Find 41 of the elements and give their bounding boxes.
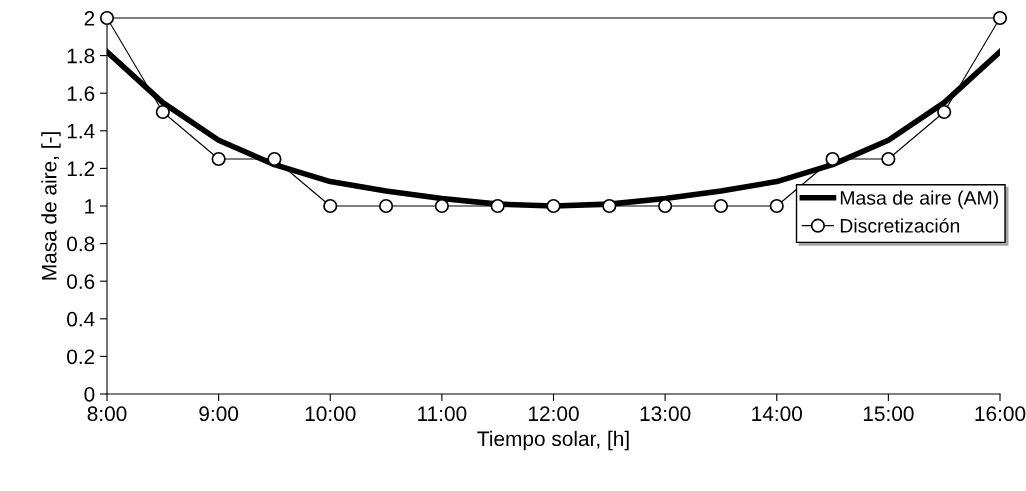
y-tick-label: 1.2: [67, 161, 95, 176]
point: [658, 198, 673, 214]
point: [155, 104, 170, 120]
legend-label: Masa de aire (AM): [840, 190, 999, 209]
x-tick-label: 10:00: [305, 406, 356, 422]
x-tick-label: 16:00: [975, 406, 1026, 422]
x-tick-label: 13:00: [640, 406, 691, 422]
x-tick-label: 15:00: [863, 406, 914, 422]
point: [434, 198, 449, 214]
x-tick-label: 9:00: [199, 406, 239, 422]
point: [211, 151, 226, 167]
x-tick-label: 11:00: [418, 406, 467, 422]
y-tick-label: 0.4: [67, 311, 95, 327]
point: [323, 198, 338, 214]
y-tick-label: 2: [84, 11, 95, 26]
point: [769, 198, 784, 214]
point: [378, 198, 394, 214]
x-tick-label: 12:00: [529, 406, 579, 422]
y-tick-label: 0: [84, 387, 95, 402]
point: [825, 151, 840, 167]
y-axis-title: Masa de aire, [-]: [41, 132, 61, 280]
y-tick-label: 1.8: [67, 48, 95, 64]
y-tick-label: 0.8: [67, 236, 95, 252]
y-tick-label: 1.4: [67, 124, 95, 139]
point: [99, 10, 115, 26]
point: [992, 10, 1008, 26]
point: [602, 198, 617, 214]
point: [490, 198, 505, 214]
point: [546, 198, 561, 214]
x-tick-label: 14:00: [752, 406, 802, 422]
x-axis-title: Tiempo solar, [h]: [477, 430, 629, 451]
point: [881, 151, 896, 167]
y-tick-label: 1: [85, 199, 95, 214]
x-tick-label: 8:00: [87, 406, 127, 422]
point: [267, 151, 282, 167]
legend-label: Discretización: [840, 218, 960, 233]
point: [713, 198, 729, 214]
y-tick-label: 0.2: [67, 349, 95, 365]
y-tick-label: 1.6: [67, 86, 95, 101]
y-tick-label: 0.6: [67, 274, 95, 289]
point: [937, 104, 952, 120]
